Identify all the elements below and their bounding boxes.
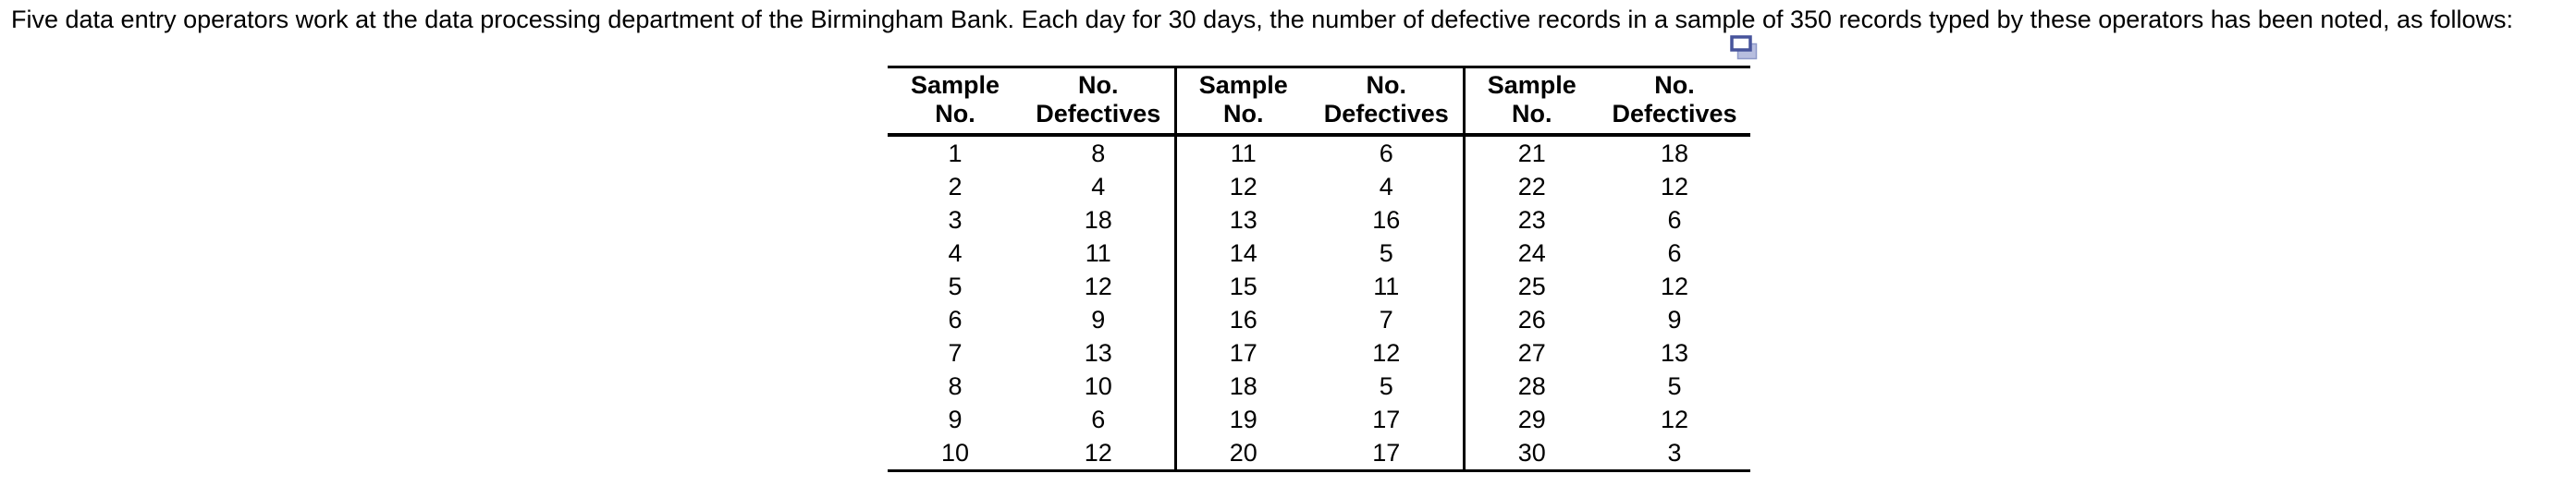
cell-defectives: 12 (1660, 406, 1689, 433)
cell-defectives: 12 (1084, 439, 1112, 467)
cell-sample-no: 7 (948, 339, 963, 367)
defectives-table: Sample No. No. Defectives Sample No. No.… (888, 66, 1750, 472)
table-row: 7 13 17 12 27 13 (888, 336, 1750, 370)
header-line: No. (1512, 100, 1552, 128)
cell-defectives: 6 (1667, 239, 1682, 267)
cell-sample-no: 29 (1462, 403, 1599, 436)
table-row: 10 12 20 17 30 3 (888, 436, 1750, 471)
cell-defectives: 9 (1667, 306, 1682, 334)
cell-defectives: 4 (1379, 173, 1393, 200)
cell-defectives: 17 (1372, 406, 1401, 433)
header-sample-no: Sample No. (888, 67, 1023, 137)
cell-sample-no: 28 (1462, 370, 1599, 403)
cell-sample-no: 26 (1462, 303, 1599, 336)
table-row: 3 18 13 16 23 6 (888, 203, 1750, 237)
cell-defectives: 12 (1660, 273, 1689, 300)
cell-defectives: 3 (1667, 439, 1682, 467)
cell-defectives: 8 (1091, 140, 1106, 167)
cell-defectives: 11 (1085, 239, 1111, 267)
cell-sample-no: 3 (948, 206, 963, 234)
cell-sample-no: 9 (948, 406, 963, 433)
cell-sample-no: 8 (948, 372, 963, 400)
cell-sample-no: 14 (1173, 237, 1310, 270)
cell-defectives: 10 (1084, 372, 1112, 400)
cell-sample-no: 27 (1462, 336, 1599, 370)
header-line: Sample (1198, 71, 1288, 99)
cell-sample-no: 11 (1173, 135, 1310, 170)
cell-sample-no: 2 (948, 173, 963, 200)
cell-sample-no: 19 (1173, 403, 1310, 436)
header-line: Defectives (1612, 100, 1737, 128)
cell-sample-no: 10 (940, 439, 970, 467)
cell-defectives: 13 (1084, 339, 1112, 367)
header-line: No. (935, 100, 975, 128)
table-row: 6 9 16 7 26 9 (888, 303, 1750, 336)
cell-defectives: 7 (1379, 306, 1393, 334)
cell-defectives: 6 (1091, 406, 1106, 433)
cell-defectives: 16 (1372, 206, 1401, 234)
cell-sample-no: 22 (1462, 170, 1599, 203)
cell-sample-no: 25 (1462, 270, 1599, 303)
table-row: 8 10 18 5 28 5 (888, 370, 1750, 403)
cell-defectives: 6 (1667, 206, 1682, 234)
header-line: Defectives (1323, 100, 1449, 128)
table-header-row: Sample No. No. Defectives Sample No. No.… (888, 67, 1750, 137)
cell-sample-no: 13 (1173, 203, 1310, 237)
cell-defectives: 9 (1091, 306, 1106, 334)
cell-sample-no: 12 (1173, 170, 1310, 203)
cell-sample-no: 1 (948, 140, 963, 167)
cell-sample-no: 16 (1173, 303, 1310, 336)
header-line: Sample (1487, 71, 1576, 99)
cell-sample-no: 15 (1173, 270, 1310, 303)
problem-statement: Five data entry operators work at the da… (11, 6, 2513, 33)
cell-sample-no: 24 (1462, 237, 1599, 270)
cell-sample-no: 20 (1173, 436, 1310, 471)
table-row: 5 12 15 11 25 12 (888, 270, 1750, 303)
cell-defectives: 13 (1660, 339, 1689, 367)
table-row: 2 4 12 4 22 12 (888, 170, 1750, 203)
header-sample-no: Sample No. (1173, 67, 1310, 137)
header-no-defectives: No. Defectives (1599, 67, 1750, 137)
cell-sample-no: 23 (1462, 203, 1599, 237)
cell-defectives: 12 (1084, 273, 1112, 300)
cell-defectives: 5 (1379, 372, 1393, 400)
header-line: Sample (910, 71, 1000, 99)
cell-sample-no: 30 (1462, 436, 1599, 471)
cell-defectives: 5 (1667, 372, 1682, 400)
table-body: 1 8 11 6 21 18 2 4 12 4 22 12 3 18 13 16 23 6 4 11 14 5 24 6 5 12… (888, 135, 1750, 471)
table-row: 4 11 14 5 24 6 (888, 237, 1750, 270)
cell-defectives: 18 (1084, 206, 1112, 234)
cell-sample-no: 6 (948, 306, 963, 334)
cell-sample-no: 5 (948, 273, 963, 300)
cell-defectives: 5 (1379, 239, 1393, 267)
copy-icon[interactable] (1730, 35, 1758, 61)
cell-sample-no: 17 (1173, 336, 1310, 370)
header-line: Defectives (1036, 100, 1161, 128)
cell-sample-no: 21 (1462, 135, 1599, 170)
cell-defectives: 6 (1379, 140, 1393, 167)
header-sample-no: Sample No. (1462, 67, 1599, 137)
table-row: 9 6 19 17 29 12 (888, 403, 1750, 436)
header-line: No. (1078, 71, 1119, 99)
cell-defectives: 12 (1372, 339, 1401, 367)
cell-defectives: 11 (1373, 273, 1400, 300)
cell-defectives: 17 (1372, 439, 1401, 467)
header-no-defectives: No. Defectives (1310, 67, 1464, 137)
cell-defectives: 12 (1660, 173, 1689, 200)
header-line: No. (1654, 71, 1695, 99)
header-line: No. (1366, 71, 1407, 99)
header-line: No. (1223, 100, 1264, 128)
cell-defectives: 4 (1091, 173, 1106, 200)
header-no-defectives: No. Defectives (1023, 67, 1175, 137)
cell-sample-no: 18 (1173, 370, 1310, 403)
cell-defectives: 18 (1660, 140, 1689, 167)
table-row: 1 8 11 6 21 18 (888, 135, 1750, 170)
cell-sample-no: 4 (948, 239, 963, 267)
